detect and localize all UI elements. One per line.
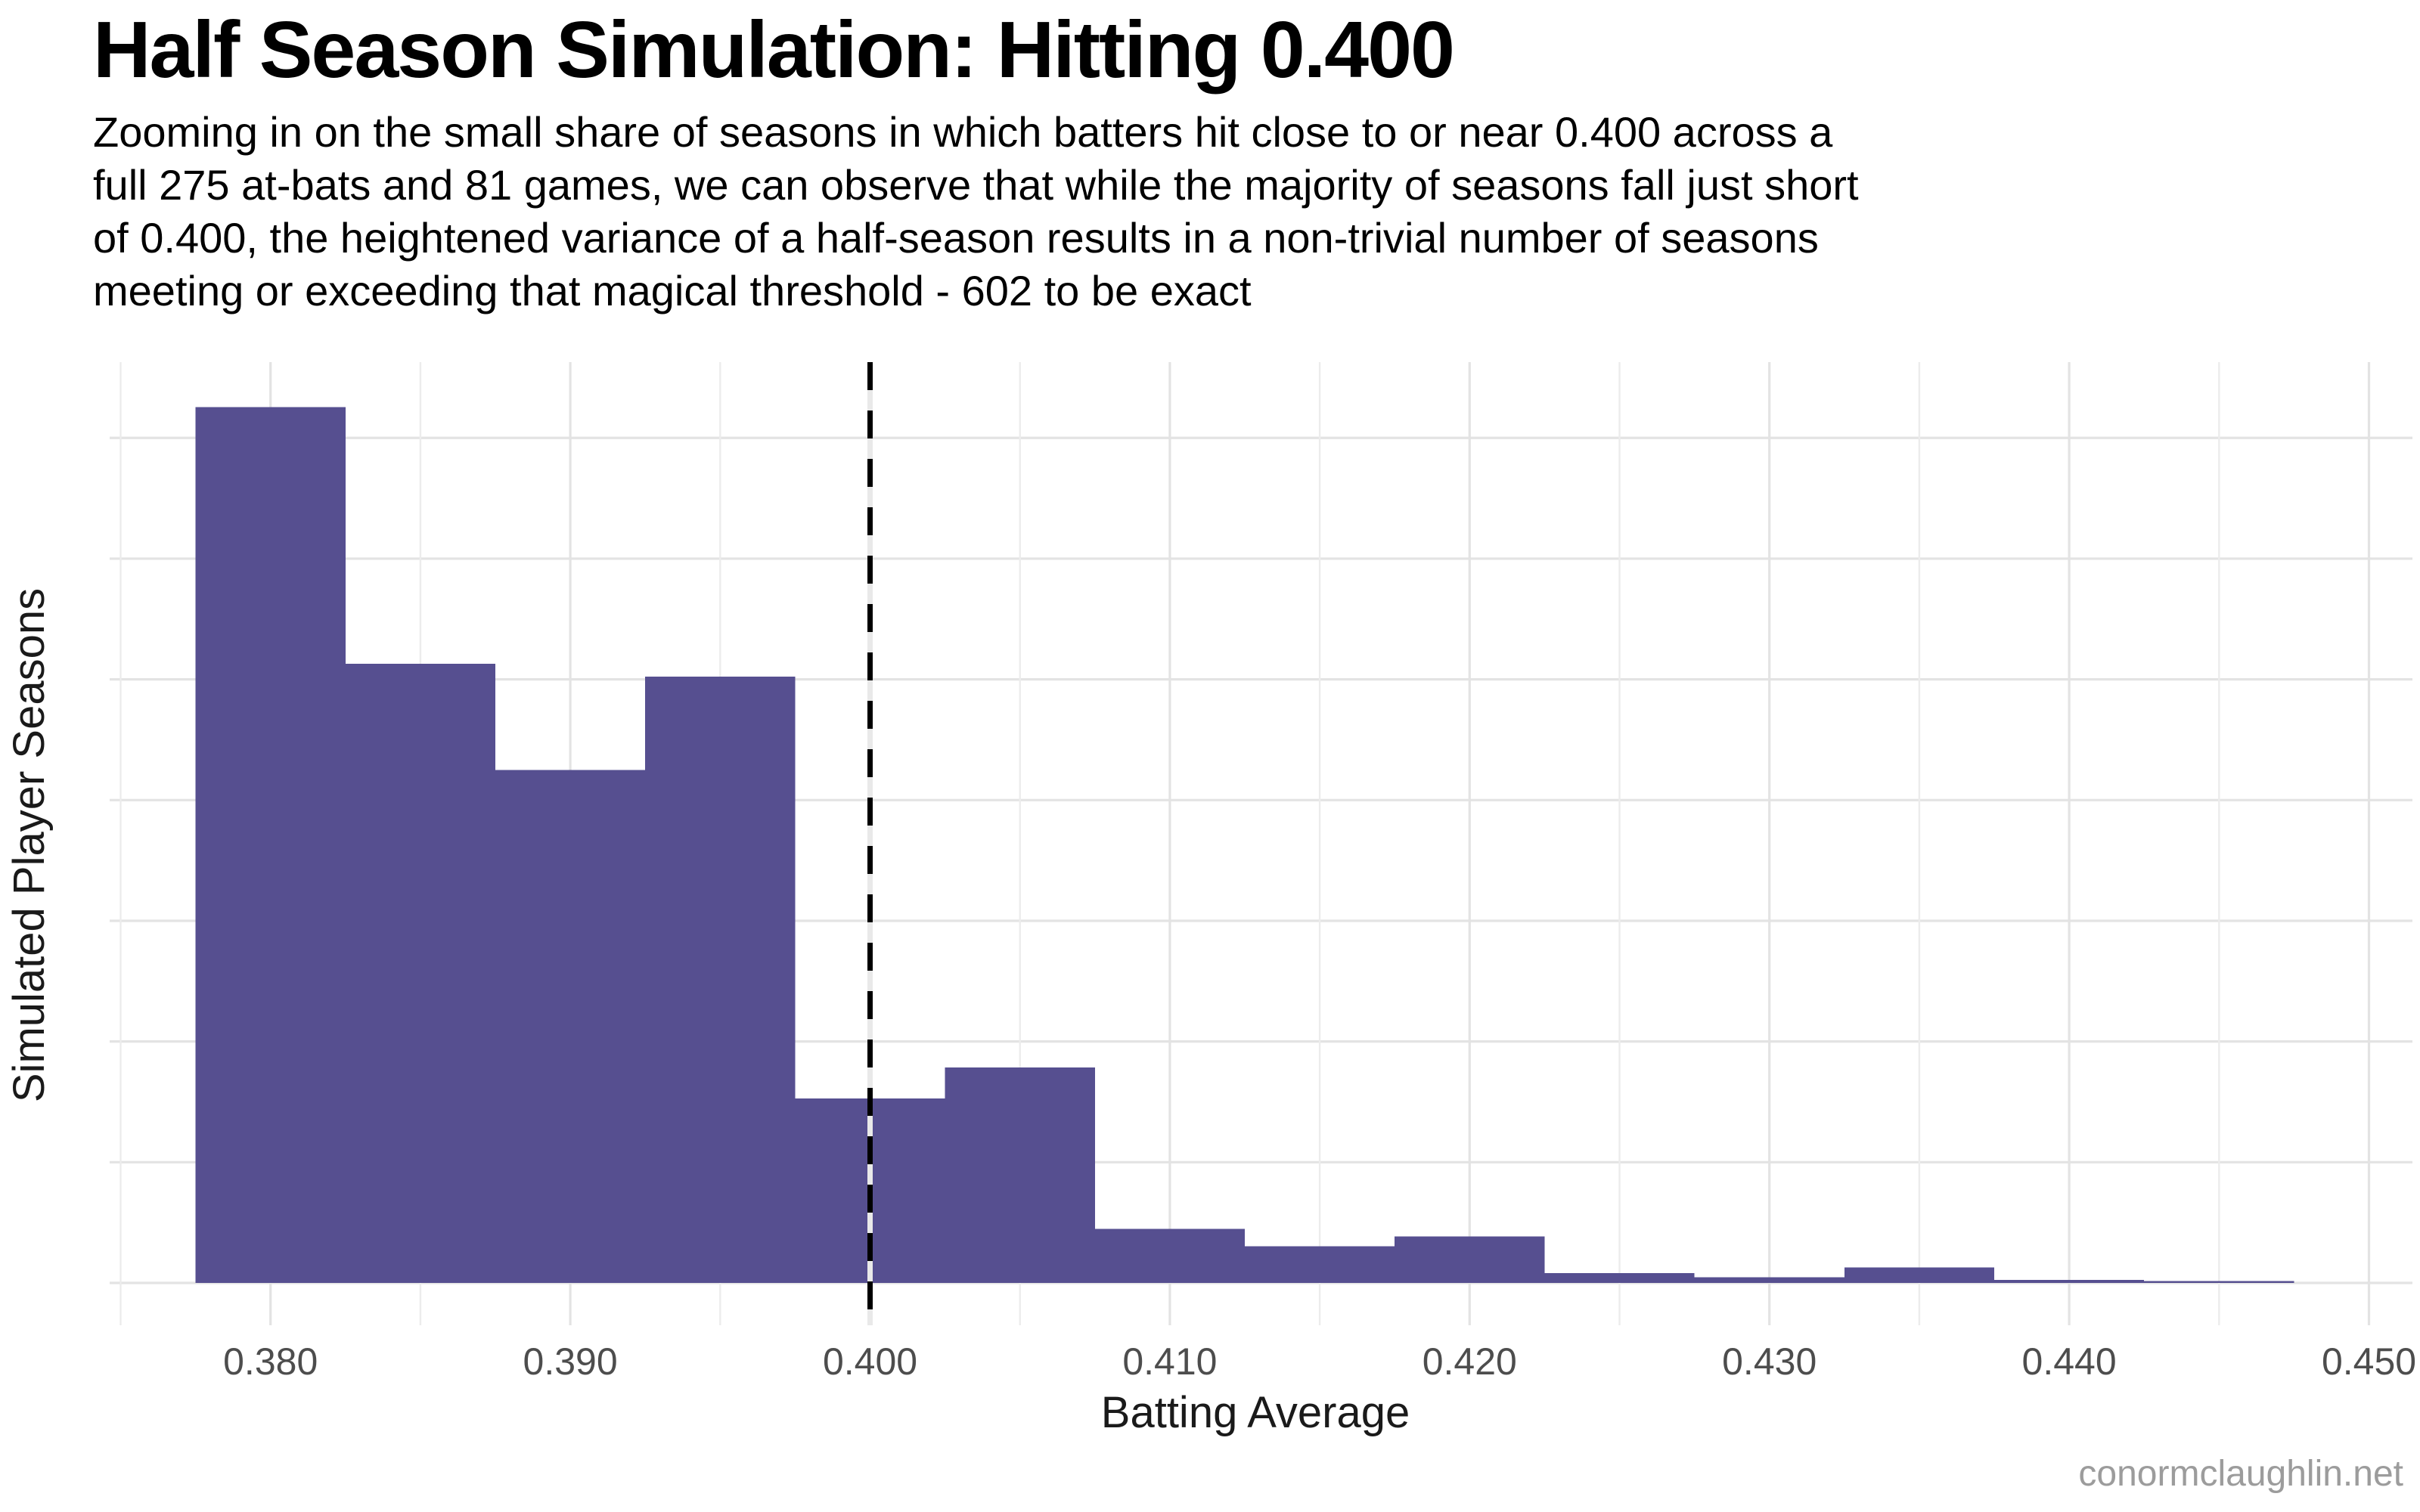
chart-subtitle-line: full 275 at-bats and 81 games, we can ob…	[93, 161, 1859, 209]
chart-subtitle-line: of 0.400, the heightened variance of a h…	[93, 214, 1819, 262]
histogram-bar	[1544, 1273, 1695, 1283]
histogram-bar	[1694, 1277, 1844, 1283]
histogram-bar	[1245, 1246, 1395, 1283]
watermark: conormclaughlin.net	[2078, 1454, 2403, 1494]
chart-subtitle-line: Zooming in on the small share of seasons…	[93, 108, 1833, 156]
histogram-bar	[945, 1067, 1095, 1283]
histogram-bar	[645, 676, 796, 1283]
chart-title: Half Season Simulation: Hitting 0.400	[93, 5, 1455, 94]
x-axis-title: Batting Average	[1101, 1388, 1410, 1437]
histogram-bar	[1395, 1236, 1545, 1283]
histogram-bar	[195, 407, 346, 1283]
x-tick-label: 0.430	[1722, 1340, 1817, 1383]
x-tick-label: 0.450	[2322, 1340, 2416, 1383]
chart-subtitle: Zooming in on the small share of seasons…	[93, 106, 1859, 318]
x-tick-label: 0.440	[2022, 1340, 2117, 1383]
histogram-bar	[1094, 1228, 1245, 1283]
histogram-bar	[2144, 1281, 2294, 1283]
histogram-bar	[1994, 1280, 2145, 1283]
x-tick-label: 0.410	[1122, 1340, 1217, 1383]
x-tick-label: 0.380	[223, 1340, 318, 1383]
x-tick-label: 0.390	[523, 1340, 618, 1383]
histogram-bar	[495, 770, 646, 1283]
histogram-bar	[345, 664, 495, 1283]
y-axis-title: Simulated Player Seasons	[5, 588, 54, 1102]
chart-subtitle-line: meeting or exceeding that magical thresh…	[93, 267, 1252, 314]
histogram-bar	[1844, 1267, 1994, 1283]
x-tick-label: 0.420	[1423, 1340, 1517, 1383]
x-tick-label: 0.400	[823, 1340, 917, 1383]
